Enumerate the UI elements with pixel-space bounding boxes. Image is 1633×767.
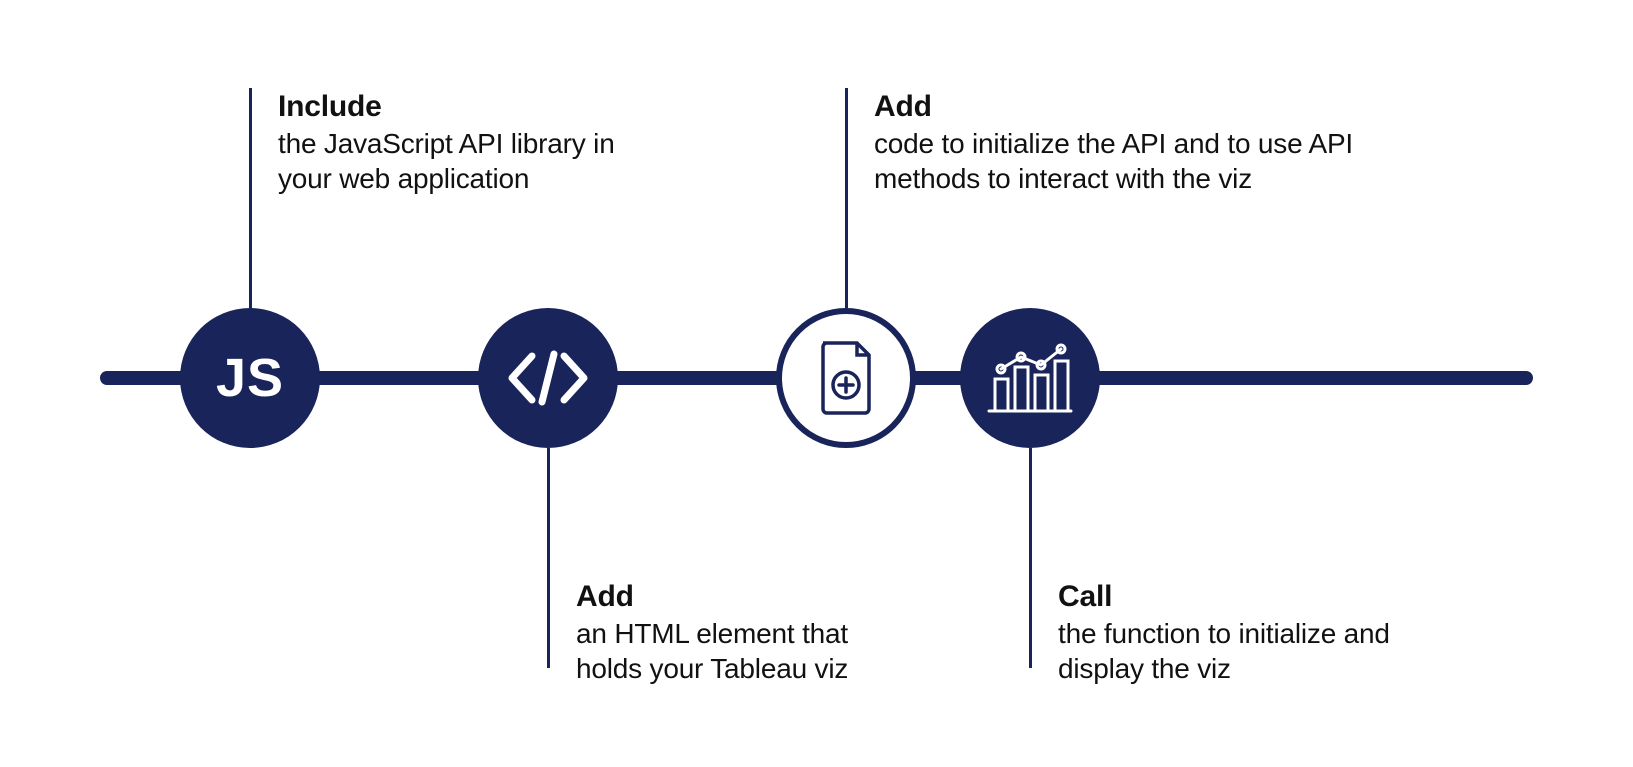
connector-chart — [1029, 448, 1032, 668]
js-icon: JS — [216, 347, 284, 409]
label-chart-body: the function to initialize and display t… — [1058, 616, 1428, 686]
connector-api — [845, 88, 848, 308]
node-html — [478, 308, 618, 448]
label-js-body: the JavaScript API library in your web a… — [278, 126, 638, 196]
label-api: Add code to initialize the API and to us… — [874, 88, 1374, 196]
node-chart — [960, 308, 1100, 448]
connector-js — [249, 88, 252, 308]
node-js: JS — [180, 308, 320, 448]
file-plus-icon — [815, 339, 877, 417]
diagram-canvas: JS Include the JavaScript API library in… — [0, 0, 1633, 767]
label-api-title: Add — [874, 88, 1374, 126]
bar-line-chart-icon — [985, 339, 1075, 417]
label-html-body: an HTML element that holds your Tableau … — [576, 616, 916, 686]
label-js-title: Include — [278, 88, 638, 126]
label-html: Add an HTML element that holds your Tabl… — [576, 578, 916, 686]
code-brackets-icon — [504, 348, 592, 408]
label-html-title: Add — [576, 578, 916, 616]
label-api-body: code to initialize the API and to use AP… — [874, 126, 1374, 196]
label-chart: Call the function to initialize and disp… — [1058, 578, 1428, 686]
connector-html — [547, 448, 550, 668]
label-js: Include the JavaScript API library in yo… — [278, 88, 638, 196]
label-chart-title: Call — [1058, 578, 1428, 616]
node-api — [776, 308, 916, 448]
